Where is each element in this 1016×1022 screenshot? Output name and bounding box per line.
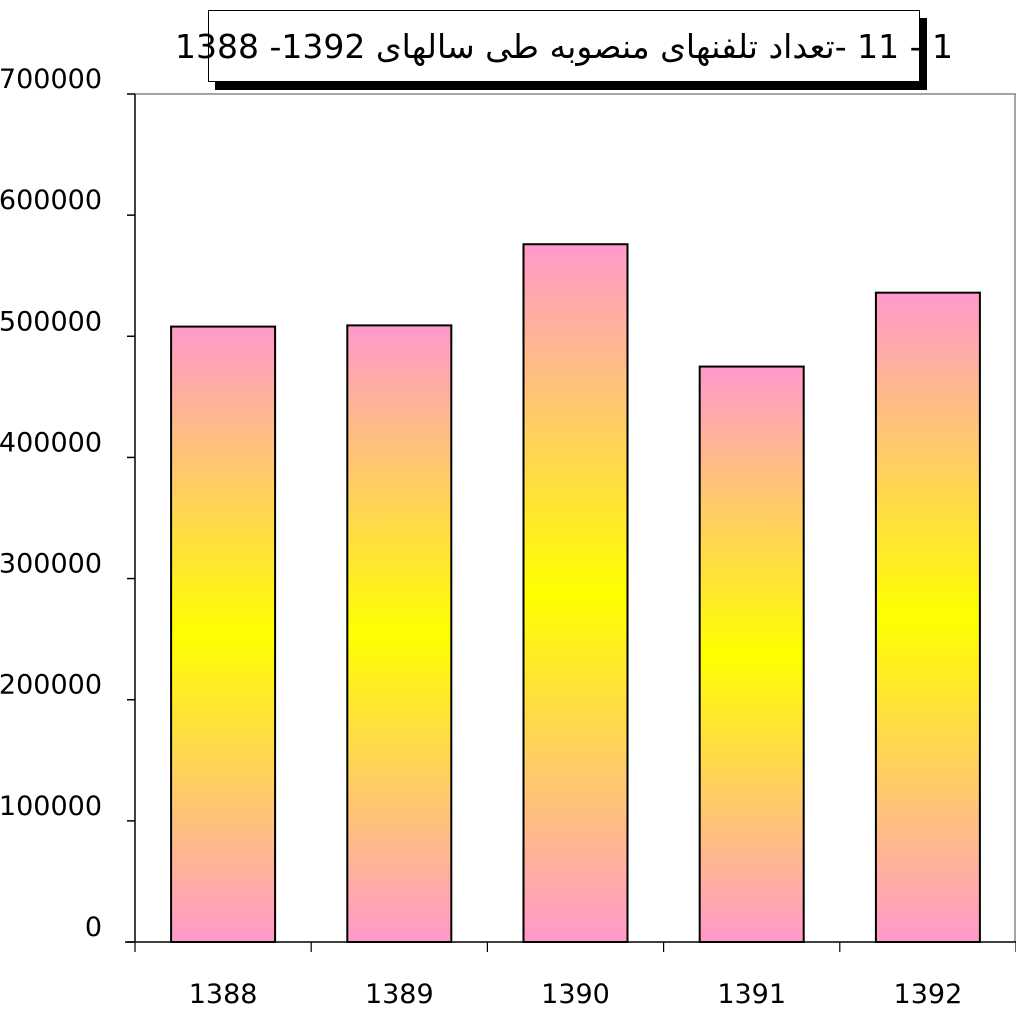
chart-title: 1 - 11 -تعداد تلفنهای منصوبه طی سالهای 1… (175, 10, 953, 82)
y-tick-label: 700000 (0, 64, 102, 95)
x-tick-label-1391: 1391 (717, 979, 786, 1010)
x-tick-label-1389: 1389 (365, 979, 434, 1010)
y-tick-label: 600000 (0, 185, 102, 216)
y-tick-label: 100000 (0, 791, 102, 822)
bar-1392 (874, 291, 981, 944)
y-tick-label: 200000 (0, 670, 102, 701)
x-tick-labels: 1388 1389 1390 1391 1392 (189, 979, 963, 1010)
bar-1388 (170, 325, 277, 943)
x-tick-label-1392: 1392 (894, 979, 963, 1010)
bar-1390 (522, 243, 629, 943)
y-tick-label: 0 (85, 912, 102, 943)
x-tick-label-1388: 1388 (189, 979, 258, 1010)
bars (170, 243, 981, 944)
y-tick-label: 400000 (0, 427, 102, 458)
bar-1391 (698, 365, 805, 944)
y-tick-label: 500000 (0, 306, 102, 337)
bar-1389 (346, 324, 453, 943)
y-tick-label: 300000 (0, 549, 102, 580)
x-tick-label-1390: 1390 (541, 979, 610, 1010)
y-tick-labels: 0 100000 200000 300000 400000 500000 600000 700… (0, 64, 102, 943)
